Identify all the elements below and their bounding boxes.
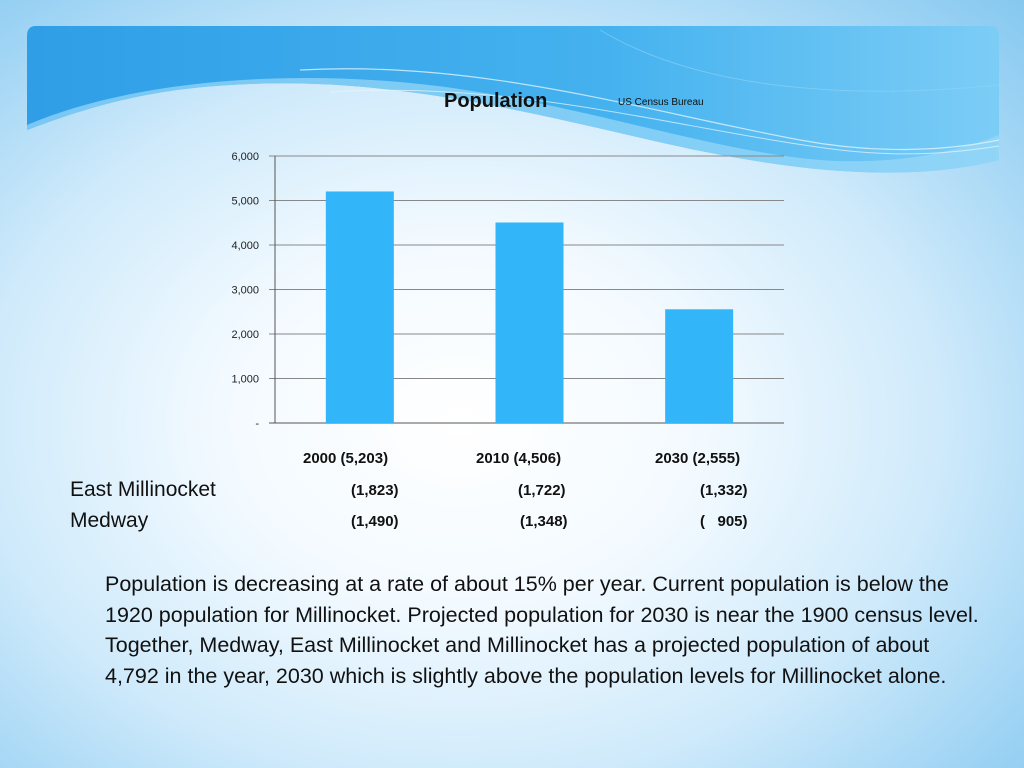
y-tick-label: 3,000 [231,285,259,297]
category-label-2010: 2010 (4,506) [476,450,562,467]
medway-2000: (1,490) [351,513,399,530]
y-tick-label: - [255,418,259,430]
y-tick-label: 2,000 [231,329,259,341]
category-label-2000: 2000 (5,203) [303,450,389,467]
east-millinocket-2000: (1,823) [351,482,399,499]
medway-2030: ( 905) [700,513,748,530]
row-name-medway: Medway [70,509,149,532]
medway-2010: (1,348) [520,513,568,530]
bar-1 [495,222,564,423]
summary-paragraph: Population is decreasing at a rate of ab… [105,572,979,688]
chart-title: Population [444,90,548,112]
category-label-2030: 2030 (2,555) [655,450,741,467]
row-name-east-millinocket: East Millinocket [70,478,216,501]
east-millinocket-2030: (1,332) [700,482,748,499]
bar-2 [665,309,734,423]
east-millinocket-2010: (1,722) [518,482,566,499]
source-label: US Census Bureau [618,97,704,108]
y-tick-label: 6,000 [231,151,259,163]
y-tick-label: 1,000 [231,374,259,386]
y-tick-label: 4,000 [231,240,259,252]
y-tick-label: 5,000 [231,196,259,208]
bar-0 [325,191,394,423]
